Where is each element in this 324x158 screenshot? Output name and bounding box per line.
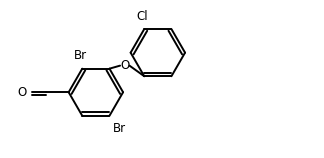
Text: Br: Br — [113, 122, 126, 135]
Text: O: O — [18, 86, 27, 99]
Text: Cl: Cl — [136, 10, 148, 23]
Text: O: O — [120, 59, 129, 72]
Text: Br: Br — [74, 49, 87, 62]
